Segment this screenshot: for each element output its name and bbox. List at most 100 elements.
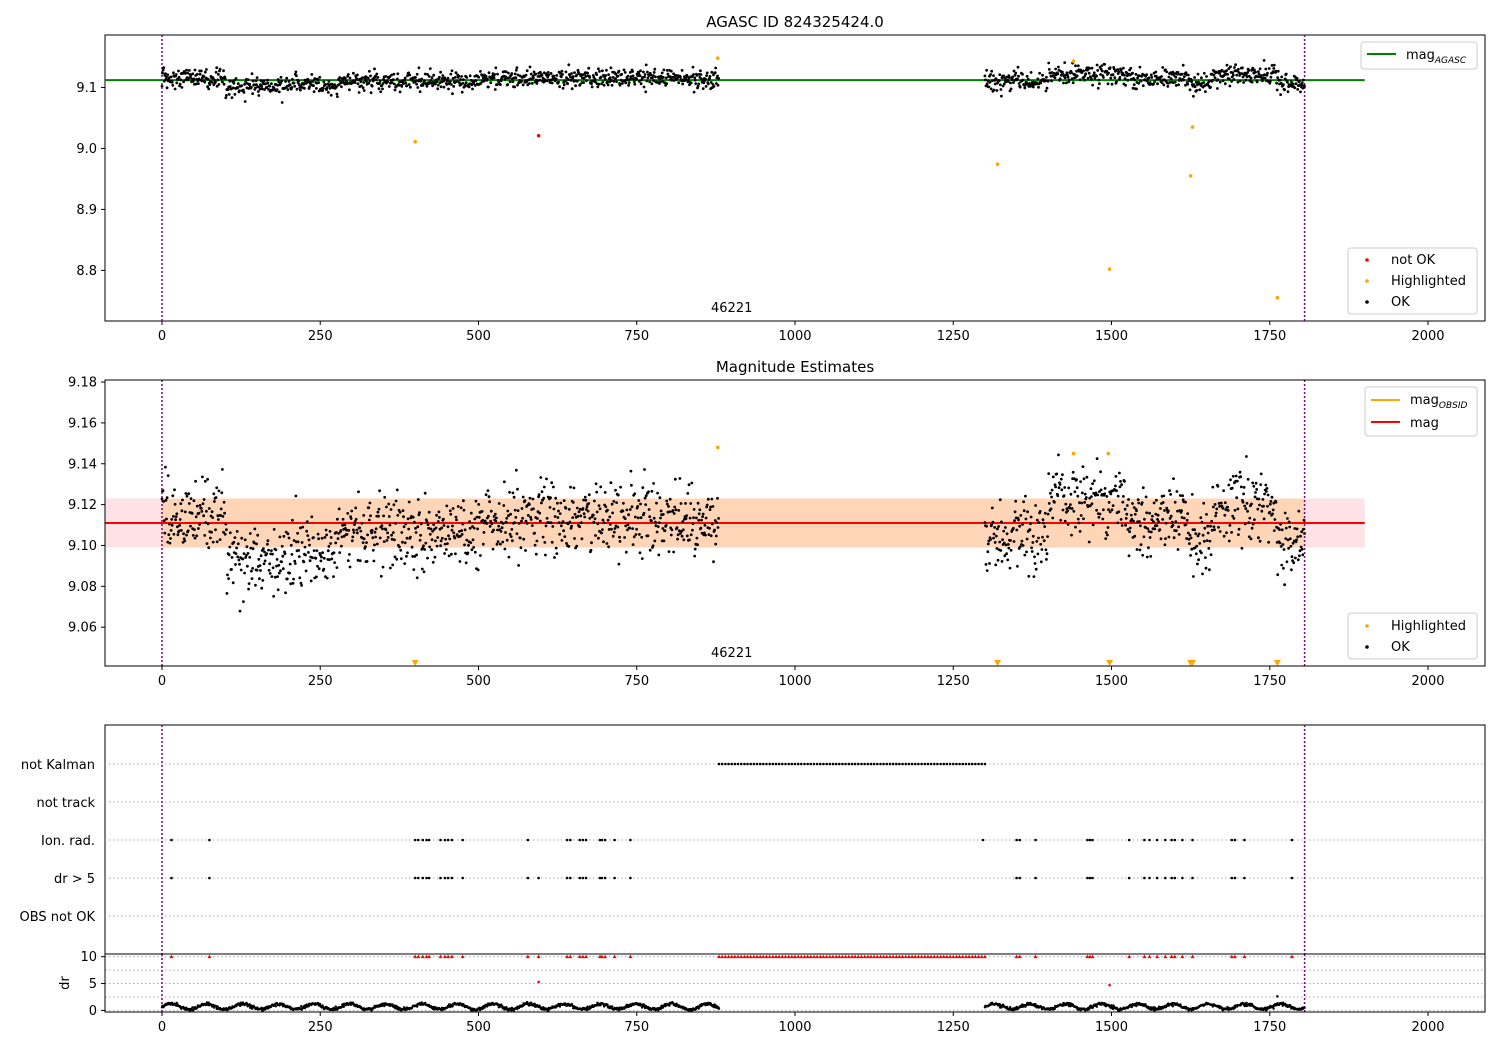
ok-point [339,529,343,532]
ok-point [279,569,282,573]
ok-point [272,528,276,531]
ok-point [991,520,995,524]
ok-point [562,83,566,87]
ok-point [370,84,374,88]
ok-point [1195,544,1199,548]
ok-point [215,66,219,70]
ok-point [578,83,582,86]
ok-point [610,527,613,531]
ok-point [463,543,466,547]
ok-point [1261,79,1264,83]
ok-point [706,497,710,501]
ok-point [178,82,182,86]
ok-point [352,71,355,75]
ok-point [1122,66,1125,70]
ok-point [268,84,272,88]
ok-point [203,534,207,537]
ok-point [419,79,422,83]
ok-point [1154,512,1158,516]
ok-point [350,539,354,543]
ok-point [291,581,295,585]
ok-point [661,527,665,530]
ok-point [622,68,626,72]
ok-point [507,71,510,75]
ok-point [1185,518,1189,522]
ok-point [288,562,292,566]
ok-point [1095,63,1099,67]
ok-point [1158,528,1162,531]
ok-point [631,70,634,73]
ok-point [328,87,332,90]
ok-point [187,492,191,496]
ok-point [687,483,691,487]
ok-point [586,509,590,513]
ok-point [404,81,408,85]
ok-point [989,87,993,91]
ok-point [691,522,695,525]
flag-point [809,762,813,766]
ok-point [1208,568,1211,572]
ok-point [717,77,720,80]
flag-label-dr-gt-5: dr > 5 [54,872,95,887]
ok-point [717,517,720,520]
flag-point [629,876,632,880]
ok-point [414,76,417,79]
ok-point [1200,76,1203,80]
ok-point [517,522,521,525]
ok-point [1193,546,1197,550]
ok-point [997,79,1001,83]
ok-point [218,67,222,71]
ok-point [587,66,591,70]
ok-point [1076,517,1080,521]
ok-point [464,81,468,84]
ok-point [406,517,410,521]
ok-point [656,491,659,495]
ok-point [345,80,348,83]
legend-label-not-ok: not OK [1391,253,1436,268]
ok-point [1214,514,1217,518]
ok-point [423,79,426,83]
ok-point [1016,77,1019,81]
ok-point [403,78,407,82]
ok-point [1192,94,1195,98]
ok-point [1078,78,1082,82]
ok-point [690,481,694,485]
y-tick-label: 9.14 [68,457,97,472]
ok-point [1095,74,1098,78]
ok-point [1247,535,1251,539]
ok-point [548,78,551,82]
flag-point [910,762,914,766]
x-tick-label: 0 [158,329,166,344]
flag-point [970,762,974,766]
ok-point [597,504,601,507]
ok-point [1253,68,1256,72]
ok-point [1156,82,1159,86]
ok-point [992,88,996,92]
ok-point [1296,88,1300,91]
flag-point [1148,876,1151,880]
ok-point [1245,455,1248,458]
legend-marker-not-ok [1365,258,1369,262]
ok-point [1056,72,1060,76]
ok-point [493,512,497,516]
ok-point [1302,527,1305,531]
ok-point [608,515,612,519]
ok-point [210,510,214,514]
ok-point [250,85,253,89]
ok-point [311,80,315,83]
ok-point [394,522,397,525]
ok-point [1261,498,1265,501]
ok-point [1063,486,1067,489]
ok-point [1008,566,1012,570]
ok-point [263,88,266,91]
ok-point [610,83,614,87]
ok-point [564,506,568,510]
ok-point [1223,513,1227,517]
ok-point [1162,83,1166,87]
ok-point [435,513,438,517]
ok-point [1031,534,1035,538]
ok-point [1127,554,1131,558]
ok-point [487,85,490,89]
ok-point [232,81,236,85]
ok-point [388,523,392,527]
